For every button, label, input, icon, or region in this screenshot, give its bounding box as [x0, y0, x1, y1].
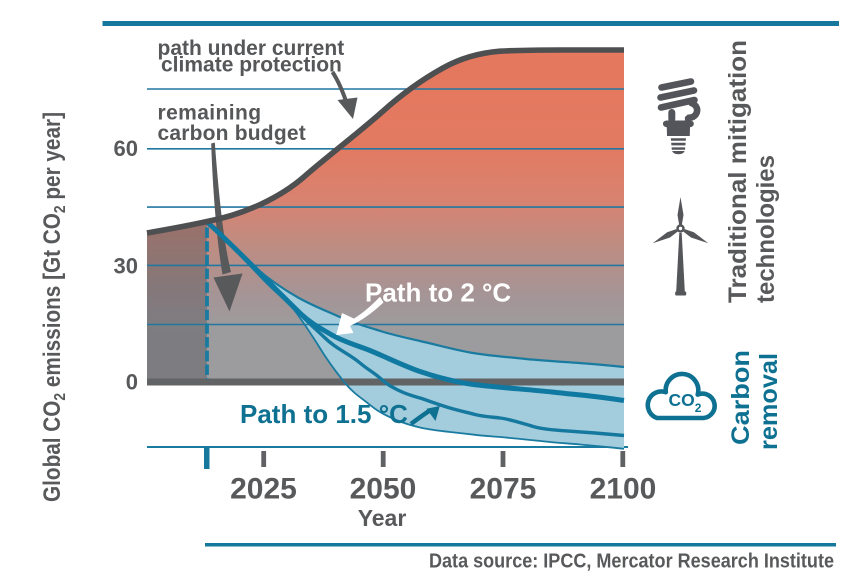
- svg-text:2050: 2050: [350, 473, 417, 506]
- svg-text:Data source: IPCC, Mercator Re: Data source: IPCC, Mercator Research Ins…: [429, 551, 834, 573]
- svg-text:2075: 2075: [470, 473, 537, 506]
- svg-text:0: 0: [126, 370, 138, 395]
- svg-text:Global CO2 emissions [Gt CO2 p: Global CO2 emissions [Gt CO2 per year]: [39, 112, 69, 502]
- svg-text:Year: Year: [358, 505, 407, 531]
- svg-text:carbon budget: carbon budget: [158, 122, 306, 145]
- svg-text:technologies: technologies: [752, 155, 780, 303]
- svg-text:path under current: path under current: [158, 37, 345, 60]
- svg-text:Path to 1.5 °C: Path to 1.5 °C: [240, 399, 408, 429]
- svg-text:Traditional mitigation: Traditional mitigation: [724, 40, 752, 303]
- svg-text:30: 30: [114, 254, 138, 279]
- svg-text:removal: removal: [755, 353, 783, 450]
- svg-text:remaining: remaining: [158, 102, 262, 125]
- svg-text:2025: 2025: [230, 473, 297, 506]
- svg-text:Carbon: Carbon: [727, 350, 755, 445]
- svg-text:2100: 2100: [590, 473, 657, 506]
- svg-text:Path to 2 °C: Path to 2 °C: [365, 278, 511, 308]
- svg-text:60: 60: [114, 136, 138, 161]
- svg-text:climate protection: climate protection: [161, 54, 342, 77]
